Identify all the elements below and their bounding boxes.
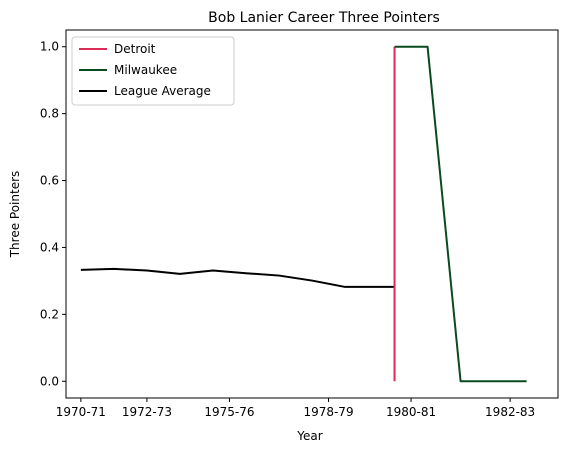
y-axis-label: Three Pointers: [8, 171, 22, 259]
y-tick-label: 1.0: [40, 40, 59, 54]
chart-title: Bob Lanier Career Three Pointers: [208, 10, 440, 26]
y-tick-label: 0.6: [40, 174, 59, 188]
legend-label: Detroit: [114, 42, 156, 56]
legend-box: [71, 36, 235, 106]
plot-area: [65, 29, 559, 399]
plot-frame: [65, 29, 559, 399]
y-tick-label: 0.2: [40, 307, 59, 321]
series-layer: [80, 45, 527, 383]
y-tick-label: 0.0: [40, 374, 59, 388]
x-tick-label: 1978-79: [303, 405, 353, 419]
series-line-milwaukee: [394, 45, 527, 383]
y-tick-label: 0.8: [40, 107, 59, 121]
x-tick-label: 1980-81: [386, 405, 436, 419]
x-tick-label: 1970-71: [56, 405, 106, 419]
x-tick-label: 1972-73: [122, 405, 172, 419]
y-tick-label: 0.4: [40, 240, 59, 254]
legend: Detroit Milwaukee League Average: [71, 36, 235, 106]
legend-label: Milwaukee: [114, 63, 177, 77]
y-axis: 0.0 0.2 0.4 0.6 0.8 1.0: [40, 40, 66, 388]
x-axis-label: Year: [296, 429, 322, 443]
x-tick-label: 1982-83: [485, 405, 535, 419]
x-tick-label: 1975-76: [204, 405, 254, 419]
x-axis: 1970-71 1972-73 1975-76 1978-79 1980-81 1982-…: [56, 398, 535, 419]
series-line-league-average: [80, 267, 395, 288]
legend-label: League Average: [114, 84, 211, 98]
